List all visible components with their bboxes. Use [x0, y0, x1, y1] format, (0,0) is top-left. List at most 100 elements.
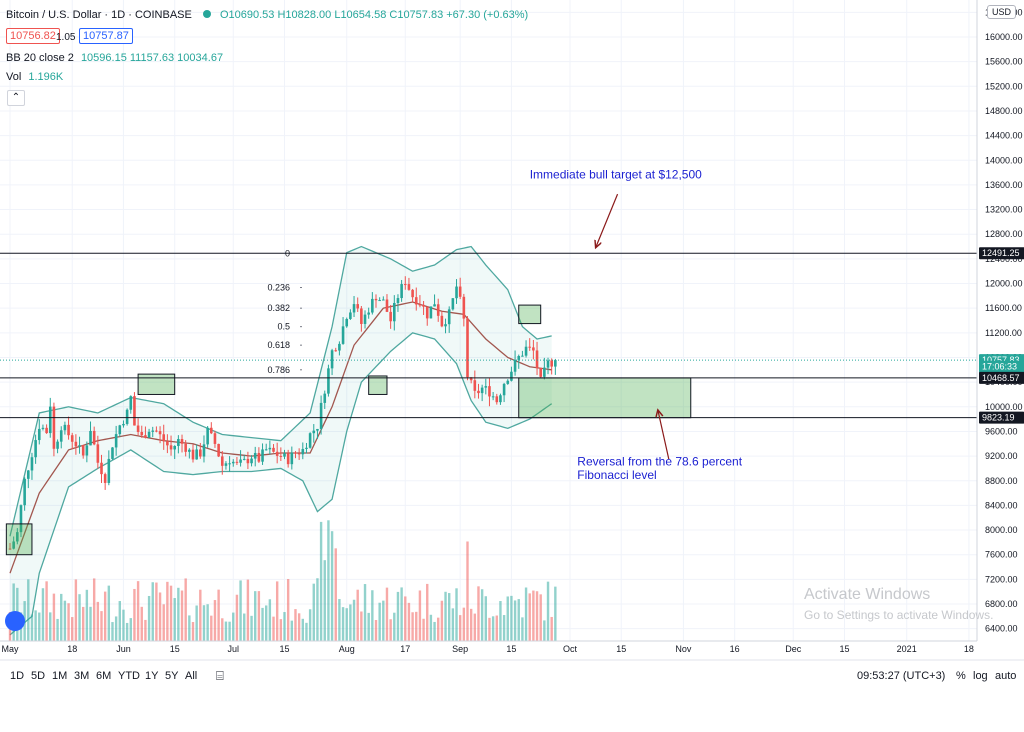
candle-body[interactable] [499, 395, 502, 403]
candle-body[interactable] [506, 380, 510, 384]
volume-legend[interactable]: Vol 1.196K [6, 71, 67, 83]
candle-body[interactable] [488, 386, 491, 397]
candle-body[interactable] [462, 296, 466, 319]
range-1y-button[interactable]: 1Y [145, 670, 159, 682]
candle-body[interactable] [261, 449, 264, 462]
candle-body[interactable] [440, 315, 444, 327]
candle-body[interactable] [107, 458, 111, 483]
candle-body[interactable] [422, 304, 425, 307]
candle-body[interactable] [78, 445, 81, 447]
annotation-arrow[interactable] [596, 193, 619, 248]
candle-body[interactable] [491, 396, 495, 398]
candle-body[interactable] [250, 458, 253, 464]
candle-body[interactable] [59, 430, 63, 442]
candle-body[interactable] [550, 360, 553, 367]
candle-body[interactable] [447, 309, 451, 325]
candle-body[interactable] [173, 445, 176, 450]
candle-body[interactable] [89, 430, 92, 446]
auto-scale-button[interactable]: auto [995, 670, 1017, 682]
candle-body[interactable] [100, 462, 103, 475]
candle-body[interactable] [414, 297, 418, 305]
highlight-box[interactable] [518, 304, 542, 325]
highlight-box[interactable] [5, 523, 33, 556]
candle-body[interactable] [45, 427, 48, 434]
candle-body[interactable] [367, 312, 370, 315]
candle-body[interactable] [327, 368, 330, 394]
candle-body[interactable] [169, 445, 173, 450]
candle-body[interactable] [444, 324, 447, 327]
candle-body[interactable] [195, 449, 198, 460]
candle-body[interactable] [425, 306, 429, 319]
candle-body[interactable] [345, 318, 349, 327]
candle-body[interactable] [316, 428, 319, 431]
range-3m-button[interactable]: 3M [74, 670, 90, 682]
bid-price-box[interactable]: 10756.82 [6, 28, 60, 44]
candle-body[interactable] [521, 355, 524, 357]
range-5d-button[interactable]: 5D [31, 670, 46, 682]
candle-body[interactable] [155, 430, 158, 432]
date-range-icon[interactable]: ⌸ [216, 668, 224, 683]
candle-body[interactable] [235, 461, 239, 463]
candle-body[interactable] [382, 299, 385, 301]
range-1m-button[interactable]: 1M [52, 670, 68, 682]
candle-body[interactable] [275, 451, 279, 456]
candle-body[interactable] [286, 453, 290, 465]
candle-body[interactable] [363, 314, 367, 324]
candle-body[interactable] [136, 425, 140, 432]
candle-body[interactable] [8, 548, 12, 550]
percent-scale-button[interactable]: % [956, 670, 966, 682]
candle-body[interactable] [188, 449, 191, 452]
candle-body[interactable] [19, 505, 23, 533]
candle-body[interactable] [253, 452, 257, 459]
candle-body[interactable] [27, 470, 30, 479]
candle-body[interactable] [279, 455, 283, 457]
candle-body[interactable] [308, 433, 312, 448]
candle-body[interactable] [546, 360, 550, 368]
candle-body[interactable] [257, 452, 261, 462]
candle-body[interactable] [411, 289, 414, 298]
candle-body[interactable] [356, 304, 359, 309]
candle-body[interactable] [301, 448, 305, 455]
candle-body[interactable] [524, 346, 528, 356]
candle-body[interactable] [283, 453, 286, 457]
candle-body[interactable] [217, 443, 220, 457]
candle-body[interactable] [433, 304, 436, 307]
candle-body[interactable] [455, 286, 458, 299]
candle-body[interactable] [374, 298, 378, 301]
candle-body[interactable] [16, 532, 19, 542]
candle-body[interactable] [418, 304, 422, 306]
candle-body[interactable] [48, 406, 52, 434]
candle-body[interactable] [528, 346, 532, 348]
candle-body[interactable] [341, 326, 345, 344]
candle-body[interactable] [451, 298, 455, 310]
candle-body[interactable] [268, 447, 272, 450]
candle-body[interactable] [396, 298, 400, 304]
candle-body[interactable] [114, 434, 118, 448]
candle-body[interactable] [378, 300, 381, 302]
candle-body[interactable] [334, 350, 338, 352]
candle-body[interactable] [41, 427, 45, 429]
candle-body[interactable] [473, 380, 477, 391]
candle-body[interactable] [52, 406, 56, 449]
candle-body[interactable] [199, 449, 202, 457]
candle-body[interactable] [407, 284, 411, 290]
candle-body[interactable] [70, 435, 74, 442]
candle-body[interactable] [103, 474, 107, 483]
candle-body[interactable] [85, 445, 89, 456]
range-ytd-button[interactable]: YTD [118, 670, 140, 682]
candle-body[interactable] [502, 383, 506, 396]
candle-body[interactable] [184, 443, 187, 452]
candle-body[interactable] [469, 377, 473, 381]
candle-body[interactable] [129, 396, 133, 410]
candle-body[interactable] [246, 458, 250, 464]
candle-body[interactable] [349, 312, 352, 319]
candle-body[interactable] [510, 371, 513, 381]
bollinger-legend[interactable]: BB 20 close 2 10596.15 11157.63 10034.67 [6, 52, 227, 64]
candle-body[interactable] [220, 456, 224, 466]
candle-body[interactable] [466, 318, 469, 378]
candle-body[interactable] [312, 430, 316, 434]
candle-body[interactable] [532, 347, 535, 351]
log-scale-button[interactable]: log [973, 670, 988, 682]
candle-body[interactable] [272, 447, 275, 452]
range-5y-button[interactable]: 5Y [165, 670, 179, 682]
